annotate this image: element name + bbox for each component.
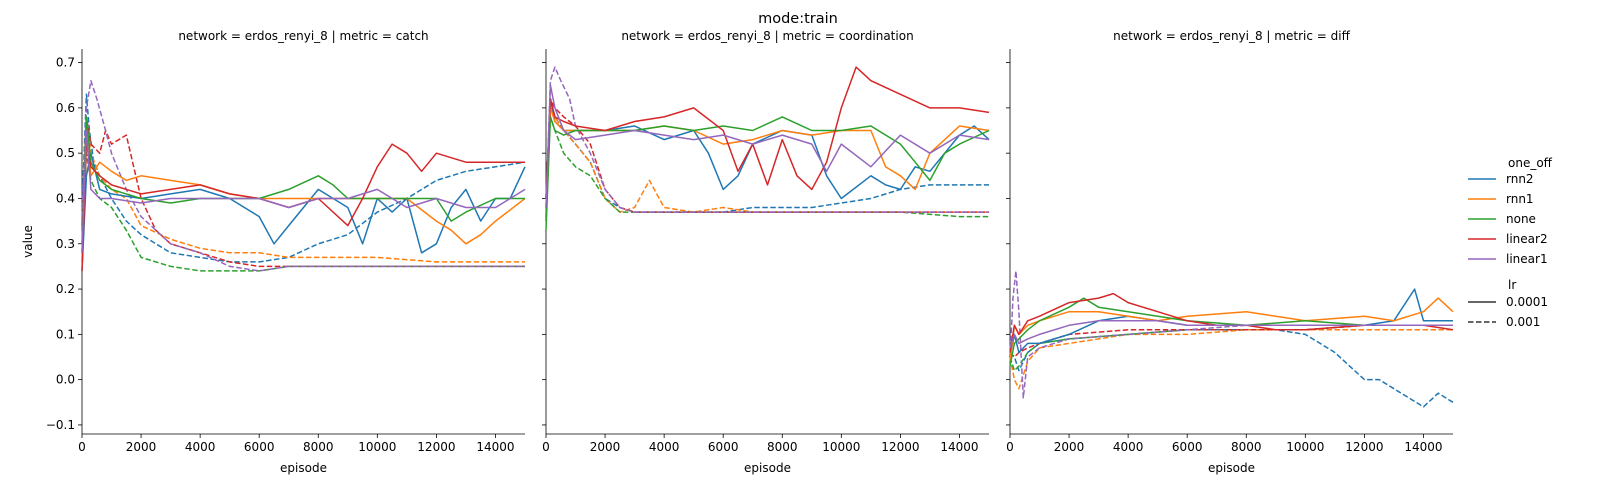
series-line-linear2-lr-0.0001 bbox=[545, 66, 990, 199]
x-tick-label: 14000 bbox=[1404, 440, 1442, 454]
legend-label-lr-0.001: 0.001 bbox=[1506, 315, 1540, 329]
series-line-none-lr-0.001 bbox=[545, 116, 989, 218]
facet-title: network = erdos_renyi_8 | metric = diff bbox=[1113, 29, 1350, 43]
x-tick-label: 8000 bbox=[767, 440, 798, 454]
series-line-linear1-lr-0.001 bbox=[81, 79, 525, 272]
legend-style-entries: 0.0001 0.001 bbox=[1468, 295, 1548, 329]
legend-style-title: lr bbox=[1508, 278, 1516, 292]
legend: one_off rnn2 rnn1 none linear2 linear1 lr 0.… bbox=[1468, 156, 1553, 329]
figure-title: mode:train bbox=[758, 11, 838, 27]
x-axis-label: episode bbox=[1208, 461, 1255, 475]
facet-title: network = erdos_renyi_8 | metric = coord… bbox=[621, 29, 913, 43]
series-line-rnn2-lr-0.0001 bbox=[545, 98, 990, 222]
x-tick-label: 2000 bbox=[126, 440, 157, 454]
y-tick-label: 0.4 bbox=[56, 191, 75, 205]
series-line-rnn1-lr-0.0001 bbox=[81, 129, 526, 262]
x-tick-label: 10000 bbox=[822, 440, 860, 454]
series-line-linear1-lr-0.0001 bbox=[545, 84, 990, 208]
legend-hue-title: one_off bbox=[1508, 156, 1553, 170]
legend-label-rnn1: rnn1 bbox=[1506, 192, 1534, 206]
x-tick-label: 4000 bbox=[1113, 440, 1144, 454]
x-tick-label: 10000 bbox=[358, 440, 396, 454]
facet-title: network = erdos_renyi_8 | metric = catch bbox=[178, 29, 428, 43]
legend-hue-entries: rnn2 rnn1 none linear2 linear1 bbox=[1468, 172, 1548, 266]
x-tick-label: 14000 bbox=[476, 440, 514, 454]
y-axis-label: value bbox=[21, 225, 35, 258]
series-line-rnn2-lr-0.001 bbox=[1009, 329, 1454, 408]
series-line-rnn2-lr-0.0001 bbox=[1009, 288, 1453, 358]
x-tick-label: 8000 bbox=[303, 440, 334, 454]
x-tick-label: 0 bbox=[542, 440, 550, 454]
series-line-linear1-lr-0.0001 bbox=[81, 129, 526, 253]
x-tick-label: 4000 bbox=[185, 440, 216, 454]
legend-label-linear1: linear1 bbox=[1506, 252, 1548, 266]
x-tick-label: 6000 bbox=[708, 440, 739, 454]
facet-panels: network = erdos_renyi_8 | metric = catch… bbox=[21, 29, 1454, 475]
series-line-rnn1-lr-0.0001 bbox=[545, 107, 990, 199]
x-tick-label: 0 bbox=[78, 440, 86, 454]
y-tick-label: 0.0 bbox=[56, 373, 75, 387]
x-tick-label: 6000 bbox=[244, 440, 275, 454]
series-line-none-lr-0.001 bbox=[1009, 324, 1453, 372]
legend-label-lr-0.0001: 0.0001 bbox=[1506, 295, 1548, 309]
series-line-rnn1-lr-0.001 bbox=[81, 116, 525, 263]
facet-panel-3: network = erdos_renyi_8 | metric = diff 0… bbox=[1006, 29, 1454, 475]
facet-panel-1: network = erdos_renyi_8 | metric = catch… bbox=[21, 29, 526, 475]
series-line-linear2-lr-0.0001 bbox=[1009, 292, 1454, 353]
x-tick-label: 6000 bbox=[1172, 440, 1203, 454]
y-tick-label: 0.5 bbox=[56, 146, 75, 160]
series-line-linear2-lr-0.001 bbox=[81, 116, 525, 268]
series-line-rnn2-lr-0.001 bbox=[545, 98, 989, 213]
x-axis-label: episode bbox=[280, 461, 327, 475]
series-line-none-lr-0.001 bbox=[81, 152, 525, 272]
x-tick-label: 8000 bbox=[1231, 440, 1262, 454]
series-line-none-lr-0.0001 bbox=[81, 116, 525, 253]
x-tick-label: 4000 bbox=[649, 440, 680, 454]
legend-label-linear2: linear2 bbox=[1506, 232, 1548, 246]
y-tick-label: 0.7 bbox=[56, 56, 75, 70]
x-tick-label: 2000 bbox=[590, 440, 621, 454]
x-tick-label: 2000 bbox=[1054, 440, 1085, 454]
facet-panel-2: network = erdos_renyi_8 | metric = coord… bbox=[542, 29, 990, 475]
y-tick-label: 0.3 bbox=[56, 237, 75, 251]
x-tick-label: 12000 bbox=[881, 440, 919, 454]
y-tick-label: 0.6 bbox=[56, 101, 75, 115]
series-line-linear1-lr-0.0001 bbox=[1009, 320, 1453, 349]
y-tick-label: −0.1 bbox=[46, 418, 75, 432]
y-tick-label: 0.2 bbox=[56, 282, 75, 296]
x-tick-label: 10000 bbox=[1286, 440, 1324, 454]
x-axis-label: episode bbox=[744, 461, 791, 475]
legend-label-rnn2: rnn2 bbox=[1506, 172, 1534, 186]
series-line-none-lr-0.0001 bbox=[1009, 297, 1453, 367]
legend-label-none: none bbox=[1506, 212, 1536, 226]
x-tick-label: 12000 bbox=[417, 440, 455, 454]
x-tick-label: 0 bbox=[1006, 440, 1014, 454]
series-line-rnn2-lr-0.0001 bbox=[81, 152, 526, 271]
x-tick-label: 14000 bbox=[940, 440, 978, 454]
y-tick-label: 0.1 bbox=[56, 327, 75, 341]
series-line-linear1-lr-0.001 bbox=[545, 66, 989, 213]
x-tick-label: 12000 bbox=[1345, 440, 1383, 454]
series-line-linear2-lr-0.001 bbox=[545, 98, 989, 213]
